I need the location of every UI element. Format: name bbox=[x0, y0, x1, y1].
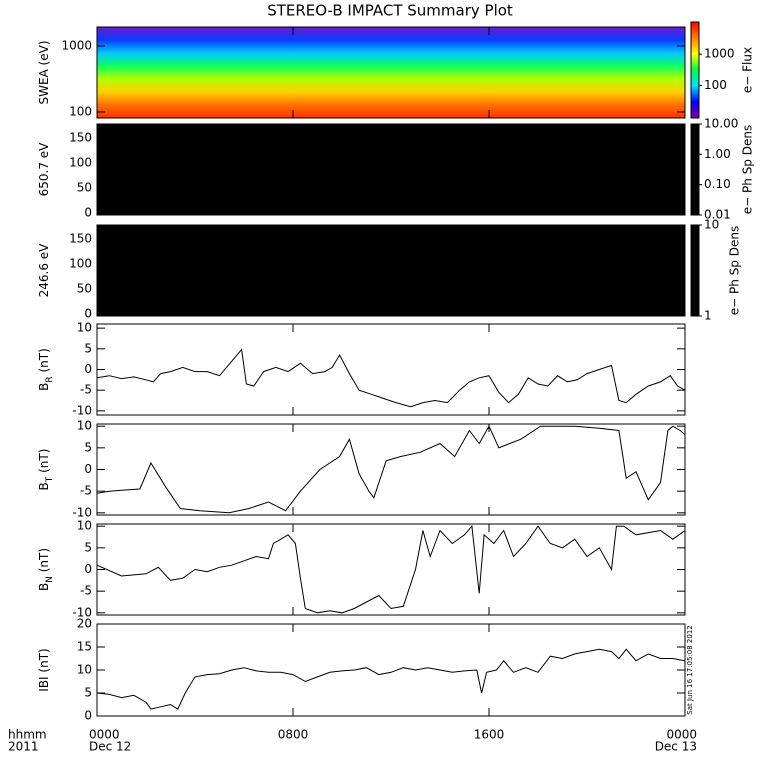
colorbar-tick-label: 10 bbox=[704, 218, 719, 232]
panel-frame bbox=[96, 123, 686, 216]
colorbar-tick-label: 1000 bbox=[704, 47, 735, 61]
colorbar-tick-label: 1.00 bbox=[704, 147, 731, 161]
y-axis-label-part: N bbox=[45, 576, 55, 583]
y-axis-label-part: (nT) bbox=[37, 348, 51, 376]
panel-frame bbox=[96, 623, 686, 717]
y-tick-label: 0 bbox=[84, 206, 92, 220]
y-axis-label-part: 246.6 eV bbox=[37, 243, 51, 298]
colorbar-label: e− Ph Sp Dens bbox=[741, 125, 755, 214]
y-tick-label: 50 bbox=[77, 181, 92, 195]
panel: -10 -5 0 5 10 BN (nT) bbox=[37, 519, 686, 619]
panel-frame bbox=[96, 224, 686, 317]
y-axis-label-part: (nT) bbox=[37, 449, 51, 477]
y-tick-label: -10 bbox=[72, 605, 92, 619]
spectrogram bbox=[97, 27, 685, 118]
y-tick-label: 0 bbox=[84, 307, 92, 321]
y-tick-label: 5 bbox=[84, 440, 92, 454]
trace bbox=[97, 525, 685, 614]
colorbar bbox=[690, 21, 700, 119]
y-tick-label: 150 bbox=[69, 131, 92, 145]
y-tick-label: 15 bbox=[77, 640, 92, 654]
y-tick-label: 5 bbox=[84, 540, 92, 554]
colorbar-tick-label: 0.01 bbox=[704, 208, 731, 222]
date-label: Dec 12 bbox=[89, 740, 131, 754]
trace bbox=[97, 648, 685, 710]
y-axis-label-part: B bbox=[37, 482, 51, 490]
y-tick-label: 0 bbox=[84, 462, 92, 476]
format-label: hhmm bbox=[8, 728, 47, 742]
y-axis-label: BR (nT) bbox=[37, 348, 55, 391]
y-tick-label: 5 bbox=[84, 341, 92, 355]
y-tick-label: 20 bbox=[77, 617, 92, 631]
y-tick-label: 100 bbox=[69, 156, 92, 170]
y-axis-label: SWEA (eV) bbox=[37, 40, 51, 104]
date-label: Dec 13 bbox=[655, 740, 697, 754]
y-tick-label: 1000 bbox=[61, 38, 92, 52]
y-tick-label: -10 bbox=[72, 505, 92, 519]
panel: -10 -5 0 5 10 BT (nT) bbox=[37, 419, 686, 519]
y-axis-label-part: IBI (nT) bbox=[37, 648, 51, 691]
plot-title: STEREO-B IMPACT Summary Plot bbox=[267, 2, 513, 20]
y-tick-label: 100 bbox=[69, 257, 92, 271]
panel: 0 50 100 150 246.6 eV 1 10 e− Ph Sp Dens bbox=[37, 218, 742, 323]
colorbar-tick-label: 1 bbox=[704, 309, 712, 323]
y-tick-label: 150 bbox=[69, 232, 92, 246]
y-axis-label: BT (nT) bbox=[37, 449, 55, 491]
colorbar-label: e− Ph Sp Dens bbox=[728, 226, 742, 315]
colorbar-tick-label: 0.10 bbox=[704, 177, 731, 191]
panel: 100 1000 SWEA (eV) 100 1000 e− Flux bbox=[37, 21, 755, 119]
colorbar-tick-label: 10.00 bbox=[704, 117, 738, 131]
y-tick-label: 5 bbox=[84, 686, 92, 700]
y-tick-label: 0 bbox=[84, 562, 92, 576]
y-tick-label: -5 bbox=[80, 584, 92, 598]
y-tick-label: 0 bbox=[84, 709, 92, 723]
trace bbox=[97, 425, 685, 514]
y-tick-label: 0 bbox=[84, 362, 92, 376]
year-label: 2011 bbox=[8, 740, 39, 754]
panel: 0 5 10 15 20 IBI (nT) bbox=[37, 617, 686, 723]
y-axis-label-part: B bbox=[37, 383, 51, 391]
y-tick-label: 100 bbox=[69, 104, 92, 118]
x-tick-label: 0800 bbox=[278, 728, 309, 742]
colorbar bbox=[690, 123, 700, 216]
y-tick-label: 50 bbox=[77, 282, 92, 296]
y-tick-label: -10 bbox=[72, 403, 92, 417]
timestamp: Sat Jun 16 17:05:08 2012 bbox=[686, 625, 694, 714]
y-tick-label: -5 bbox=[80, 383, 92, 397]
y-tick-label: 10 bbox=[77, 663, 92, 677]
x-tick-label: 0000 bbox=[89, 728, 120, 742]
y-tick-label: 10 bbox=[77, 519, 92, 533]
colorbar-tick-label: 100 bbox=[704, 78, 727, 92]
x-tick-label: 0000 bbox=[666, 728, 697, 742]
y-axis-label: 246.6 eV bbox=[37, 243, 51, 298]
y-axis-label-part: 650.7 eV bbox=[37, 142, 51, 197]
y-tick-label: 10 bbox=[77, 419, 92, 433]
image-panel bbox=[97, 225, 685, 316]
image-panel bbox=[97, 124, 685, 215]
y-axis-label-part: T bbox=[45, 476, 55, 483]
y-axis-label-part: R bbox=[45, 376, 55, 382]
panel-frame bbox=[96, 423, 686, 516]
y-axis-label-part: SWEA (eV) bbox=[37, 40, 51, 104]
colorbar-label: e− Flux bbox=[741, 47, 755, 93]
panel-frame bbox=[96, 523, 686, 616]
panel-frame bbox=[96, 26, 686, 119]
trace bbox=[97, 348, 685, 408]
y-axis-label: IBI (nT) bbox=[37, 648, 51, 691]
y-axis-label: BN (nT) bbox=[37, 548, 55, 591]
y-tick-label: -5 bbox=[80, 484, 92, 498]
panel: -10 -5 0 5 10 BR (nT) bbox=[37, 321, 686, 417]
y-axis-label: 650.7 eV bbox=[37, 142, 51, 197]
y-axis-label-part: B bbox=[37, 583, 51, 591]
x-tick-label: 1600 bbox=[474, 728, 505, 742]
y-tick-label: 10 bbox=[77, 321, 92, 335]
y-axis-label-part: (nT) bbox=[37, 548, 51, 576]
panel: 0 50 100 150 650.7 eV 0.01 0.10 1.00 10.00e− Ph … bbox=[37, 117, 755, 222]
colorbar bbox=[690, 224, 700, 317]
